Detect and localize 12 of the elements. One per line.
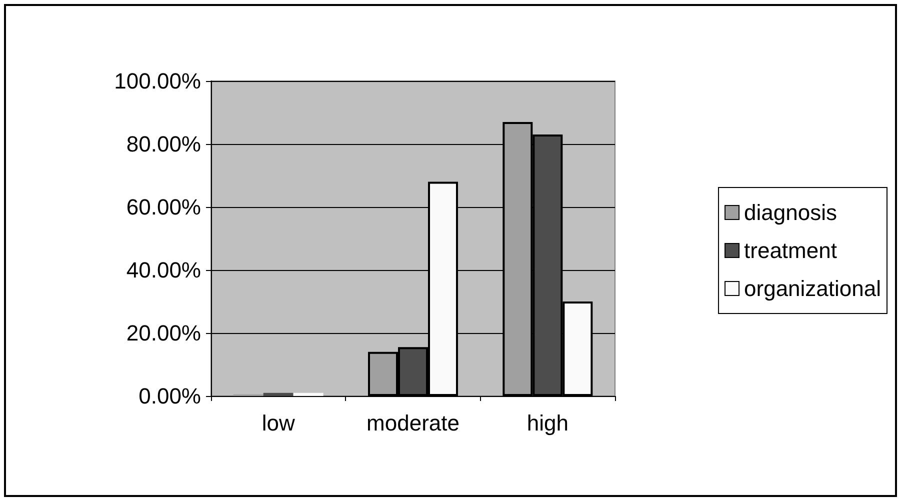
y-tick-label: 0.00% xyxy=(138,384,201,408)
x-tick-label: high xyxy=(526,410,568,436)
y-tick-label: 40.00% xyxy=(126,258,201,282)
legend-label: organizational xyxy=(744,276,881,301)
x-tick-label: low xyxy=(262,410,295,436)
legend-label: treatment xyxy=(744,238,837,263)
y-tick-label: 20.00% xyxy=(126,320,201,346)
y-tick-label: 80.00% xyxy=(126,132,201,156)
x-tick-label: moderate xyxy=(366,410,460,436)
legend-label: diagnosis xyxy=(744,200,837,225)
y-tick-label: 100.00% xyxy=(114,68,201,94)
y-tick-label: 60.00% xyxy=(126,194,201,220)
